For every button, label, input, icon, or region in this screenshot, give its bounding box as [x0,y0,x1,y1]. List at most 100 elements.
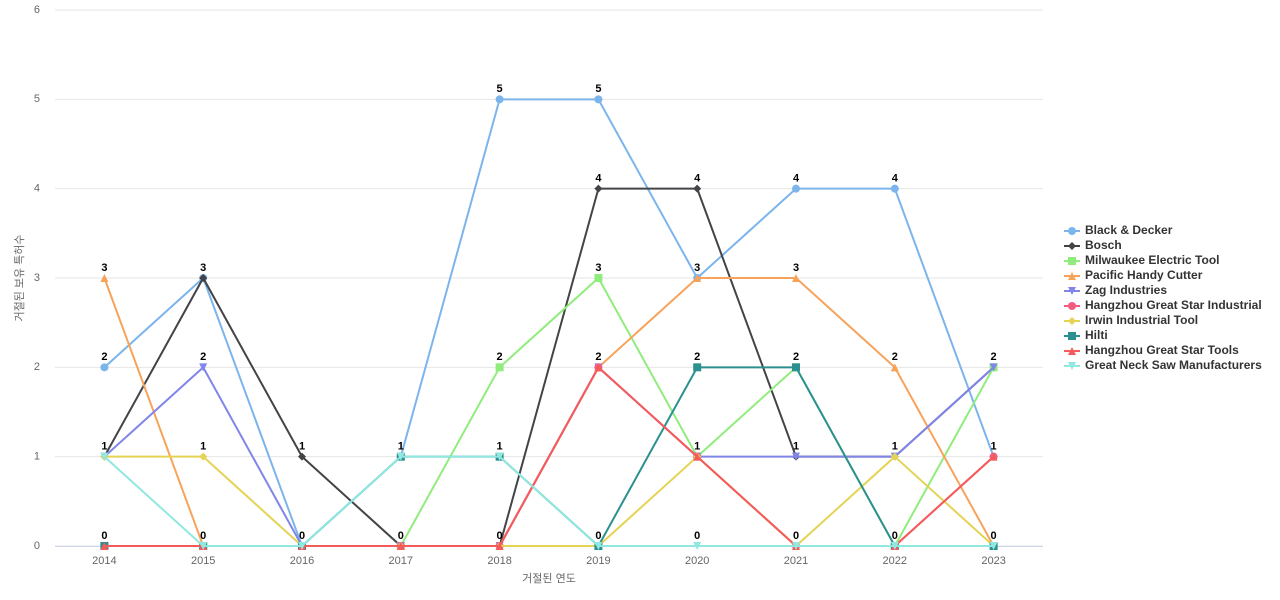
data-label: 1 [497,441,503,453]
marker [199,274,208,282]
marker [396,452,405,461]
data-label: 3 [200,262,206,274]
line [104,276,995,549]
data-label: 1 [299,441,305,453]
marker [594,542,603,550]
x-axis-title: 거절된 연도 [522,572,576,585]
x-tick-label: 2015 [191,555,215,567]
marker [792,452,800,461]
line [104,455,995,548]
legend-label: Hangzhou Great Star Tools [1085,343,1239,357]
data-label: 0 [398,530,404,542]
y-tick-label: 6 [34,4,40,16]
marker [989,363,998,372]
line [103,277,995,547]
legend-label: Milwaukee Electric Tool [1085,253,1219,267]
data-label: 1 [991,441,997,453]
y-tick-label: 0 [34,540,40,552]
x-tick-label: 2014 [92,555,116,567]
x-tick-label: 2016 [290,555,314,567]
marker [693,363,702,372]
series [100,274,998,550]
marker [199,363,208,372]
line [103,455,994,547]
marker [594,95,603,104]
legend-label: Great Neck Saw Manufacturers [1085,358,1262,372]
data-label: 1 [101,441,107,453]
marker [890,452,899,461]
marker [199,542,208,550]
data-label: 2 [694,351,700,363]
data-label: 2 [497,351,503,363]
data-label: 4 [694,173,701,185]
x-tick-label: 2021 [784,555,808,567]
data-label: 2 [991,351,997,363]
marker [1068,242,1076,250]
data-label: 5 [595,83,601,95]
marker [100,274,109,282]
data-label: 0 [694,530,700,542]
data-label: 5 [497,83,503,95]
marker [495,452,504,461]
marker [693,542,702,550]
marker [890,184,899,193]
marker [792,363,800,372]
marker [298,452,306,461]
marker [890,542,899,550]
marker [792,274,800,282]
data-label: 3 [101,262,107,274]
data-label: 0 [892,530,898,542]
marker [1068,257,1076,265]
marker [199,452,208,461]
marker [792,542,800,550]
legend-label: Black & Decker [1085,223,1173,237]
marker [495,95,504,104]
x-tick-label: 2018 [487,555,511,567]
marker [1068,332,1076,340]
marker [100,363,109,372]
marker [594,184,603,193]
data-label: 2 [200,351,206,363]
marker [890,363,899,372]
marker [1068,302,1076,310]
data-label: 1 [200,441,206,453]
legend-label: Zag Industries [1085,283,1167,297]
y-tick-label: 5 [34,93,40,105]
data-label: 1 [694,441,700,453]
marker [693,274,702,282]
legend-label: Pacific Handy Cutter [1085,268,1203,282]
legend-label: Irwin Industrial Tool [1085,313,1198,327]
marker [989,542,998,550]
legend-label: Bosch [1085,238,1122,252]
data-label: 0 [299,530,305,542]
marker [792,184,800,193]
data-label: 1 [793,441,799,453]
marker [693,452,702,461]
marker [100,452,109,461]
data-label: 0 [595,530,601,542]
marker [1068,347,1076,355]
data-label: 2 [101,351,107,363]
data-label: 4 [793,173,800,185]
data-label: 0 [991,530,997,542]
marker [495,542,504,550]
marker [1068,317,1076,325]
data-label: 0 [200,530,206,542]
x-tick-label: 2019 [586,555,610,567]
marker [495,363,504,372]
y-axis-title: 거절된 보유 특허수 [13,234,26,321]
x-tick-label: 2020 [685,555,709,567]
legend-label: Hilti [1085,328,1108,342]
data-label: 1 [398,441,404,453]
data-label: 2 [595,351,601,363]
data-label: 2 [892,351,898,363]
data-label: 3 [595,262,601,274]
marker [594,363,603,372]
series [100,452,998,550]
data-label: 3 [694,262,700,274]
data-label: 0 [497,530,503,542]
marker [1068,287,1076,295]
marker [594,274,603,282]
marker [298,542,306,550]
